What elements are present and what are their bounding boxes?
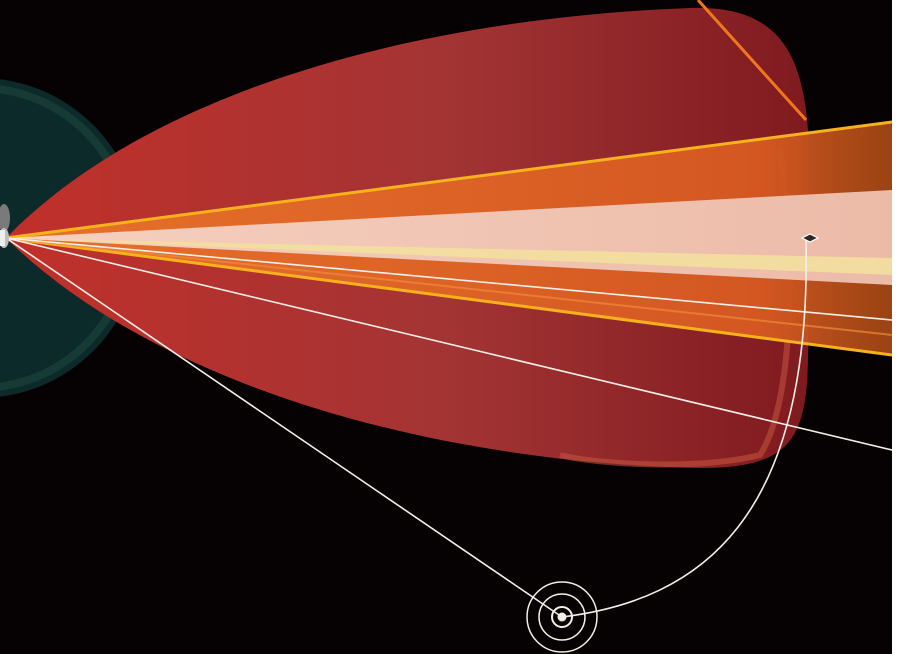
orange-fan-inner-line bbox=[5, 237, 892, 336]
white-line-3 bbox=[5, 237, 563, 618]
yellow-streak bbox=[6, 238, 892, 275]
white-line-1 bbox=[5, 237, 892, 321]
concentric-marker bbox=[526, 581, 598, 653]
orange-fan-top-edge bbox=[5, 120, 892, 240]
diamond-marker bbox=[800, 233, 820, 243]
orange-fan-bottom-edge bbox=[5, 236, 892, 357]
white-line-2 bbox=[5, 237, 892, 451]
origin-object bbox=[0, 204, 10, 248]
orange-diagonal-line bbox=[696, 0, 808, 122]
curved-path bbox=[561, 239, 807, 618]
